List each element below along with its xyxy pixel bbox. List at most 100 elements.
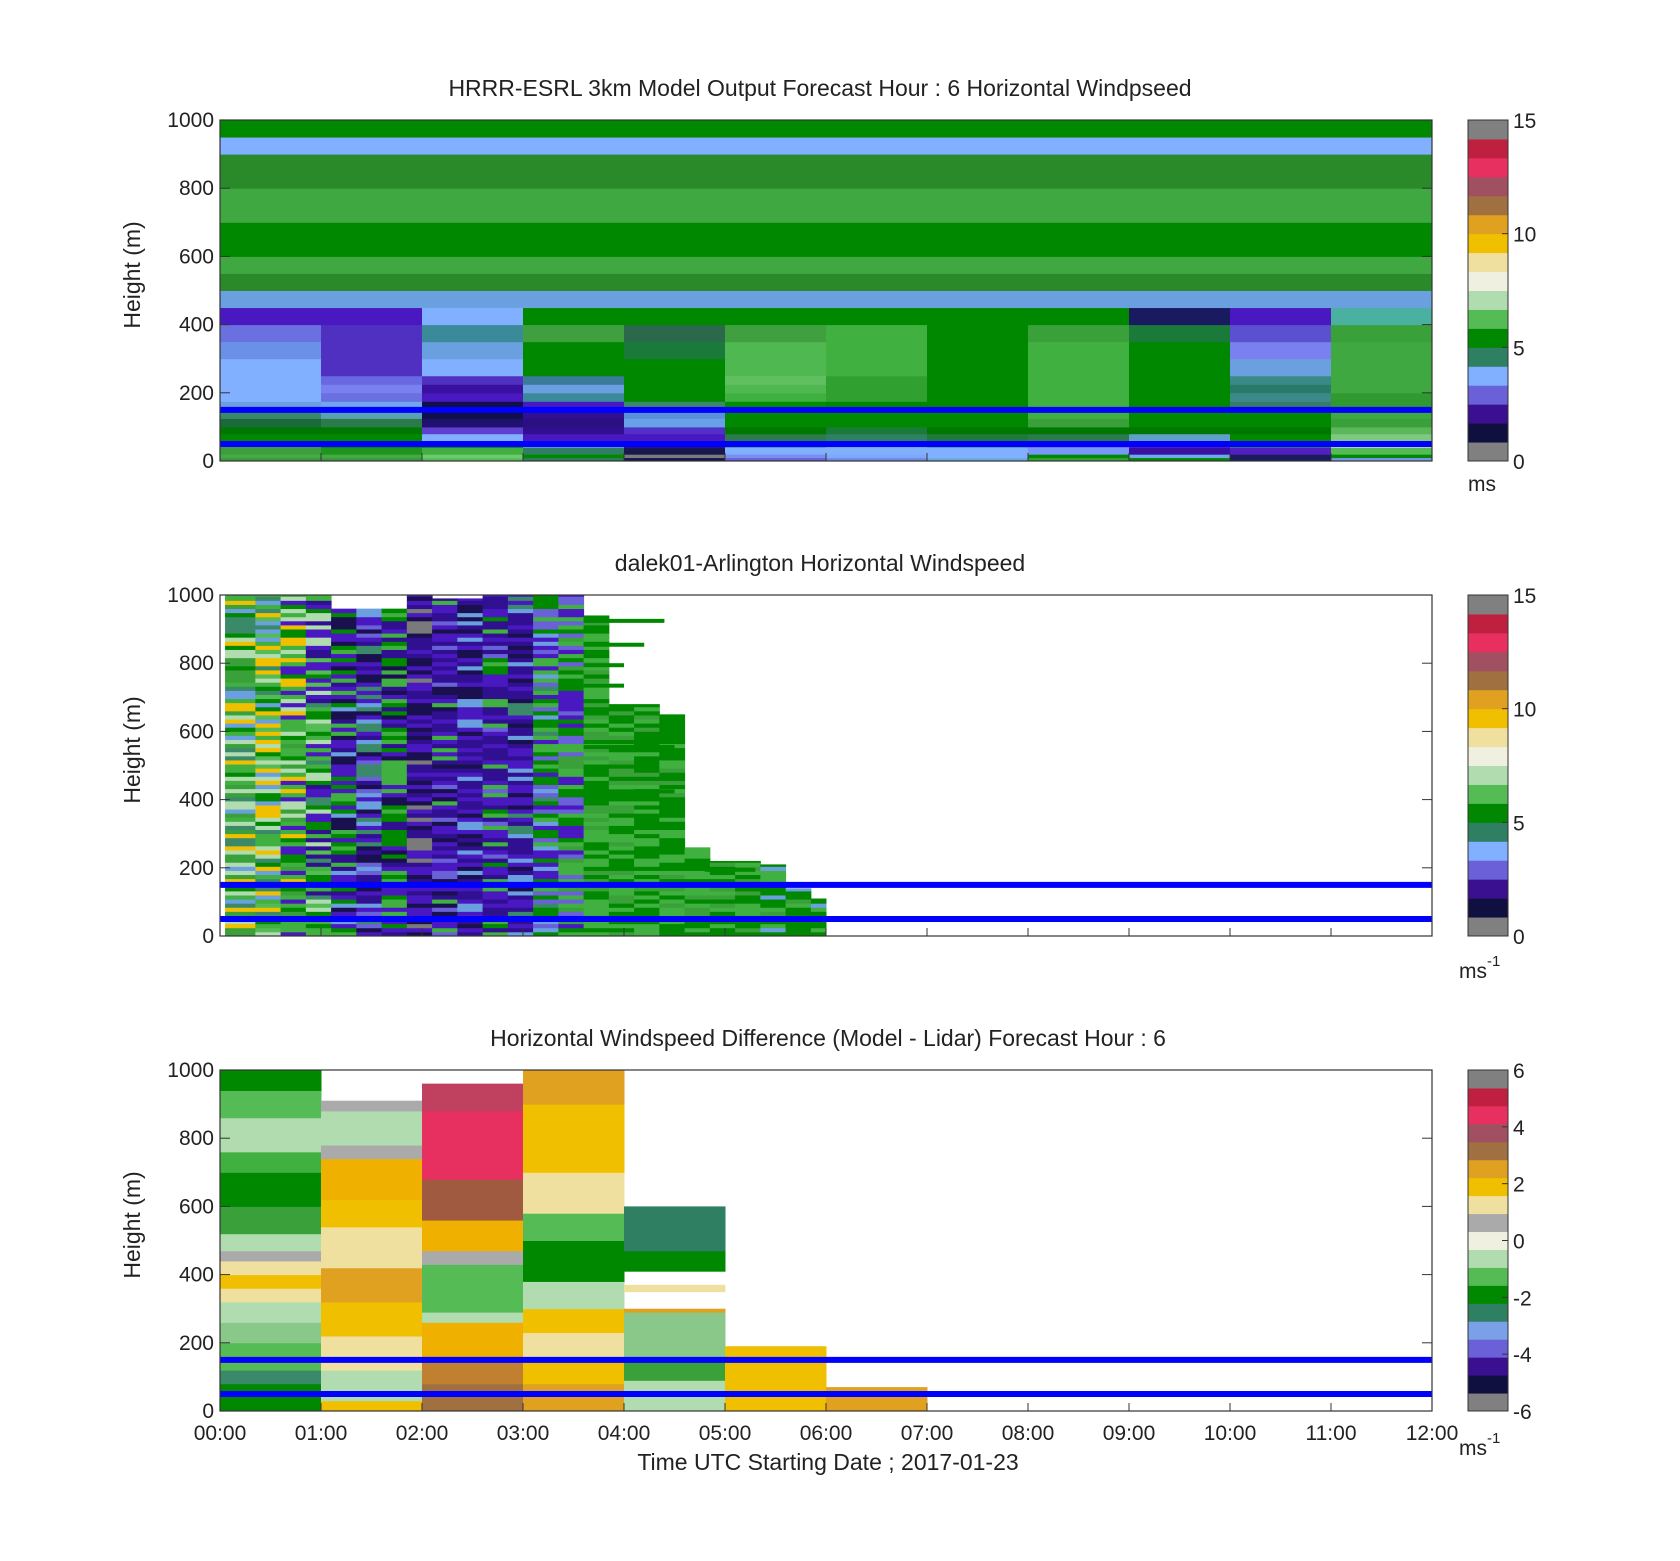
heatmap-cell: [280, 788, 307, 794]
heatmap-cell: [709, 862, 736, 867]
heatmap-cell: [533, 780, 559, 785]
heatmap-cell: [255, 657, 282, 663]
heatmap-cell: [331, 862, 357, 867]
heatmap-streak: [583, 663, 624, 668]
heatmap-cell: [684, 874, 711, 880]
heatmap-cell: [1230, 454, 1332, 459]
heatmap-cell: [659, 727, 686, 732]
heatmap-cell: [280, 809, 307, 814]
heatmap-cell: [457, 682, 484, 687]
heatmap-cell: [659, 723, 686, 728]
heatmap-cell: [356, 743, 383, 749]
heatmap-cell: [507, 927, 534, 933]
heatmap-cell: [482, 911, 509, 916]
heatmap-cell: [558, 731, 585, 736]
colorbar-frame: [1467, 594, 1509, 937]
heatmap-cell: [507, 625, 534, 630]
heatmap-cell: [255, 841, 282, 847]
panel-lidar: dalek01-Arlington Horizontal Windspeed H…: [119, 550, 1536, 983]
heatmap-cell: [321, 256, 423, 274]
heatmap-cell: [331, 780, 357, 785]
heatmap-cell: [523, 418, 625, 428]
heatmap-cell: [225, 600, 256, 605]
heatmap-cell: [422, 1322, 524, 1357]
heatmap-cell: [684, 931, 711, 937]
heatmap-cell: [482, 890, 509, 896]
heatmap-cell: [406, 805, 433, 810]
heatmap-cell: [482, 727, 509, 732]
heatmap-cell: [659, 837, 686, 843]
heatmap-cell: [381, 686, 408, 691]
heatmap-cell: [381, 768, 408, 773]
heatmap-cell: [225, 776, 256, 781]
heatmap-cell: [381, 735, 408, 740]
heatmap-cell: [583, 874, 610, 880]
heatmap-cell: [558, 907, 585, 912]
heatmap-cell: [583, 800, 610, 806]
heatmap-cell: [225, 629, 256, 634]
heatmap-cell: [280, 837, 307, 843]
heatmap-cell: [406, 641, 433, 646]
heatmap-cell: [356, 841, 383, 847]
heatmap-cell: [305, 686, 332, 691]
heatmap-cell: [406, 674, 433, 679]
heatmap-cell: [225, 821, 256, 826]
heatmap-cell: [331, 866, 357, 871]
heatmap-cell: [432, 760, 458, 765]
heatmap-cell: [305, 629, 332, 634]
heatmap-cell: [659, 850, 686, 855]
heatmap-cell: [583, 760, 610, 765]
heatmap-cell: [432, 661, 458, 667]
heatmap-cell: [432, 858, 458, 863]
heatmap-cell: [457, 780, 484, 785]
heatmap-cell: [583, 792, 610, 798]
heatmap-cell: [507, 899, 534, 904]
heatmap-cell: [558, 813, 585, 818]
heatmap-cell: [826, 137, 928, 155]
heatmap-cell: [684, 927, 711, 933]
heatmap-cell: [523, 454, 625, 459]
heatmap-cell: [1331, 137, 1433, 155]
heatmap-cell: [482, 657, 509, 663]
heatmap-cell: [1129, 401, 1231, 411]
heatmap-cell: [659, 731, 686, 736]
heatmap-cell: [225, 886, 256, 892]
colorbar-segment: [1468, 1249, 1508, 1268]
heatmap-cell: [225, 780, 256, 785]
heatmap-cell: [523, 1308, 625, 1334]
heatmap-cell: [507, 895, 534, 900]
heatmap-cell: [225, 743, 256, 749]
heatmap-cell: [709, 931, 736, 937]
heatmap-cell: [826, 447, 928, 455]
heatmap-cell: [305, 796, 332, 802]
heatmap-cell: [381, 862, 408, 867]
heatmap-cell: [457, 598, 484, 601]
heatmap-cell: [533, 800, 559, 806]
heatmap-cell: [558, 800, 585, 806]
heatmap-cell: [280, 612, 307, 618]
heatmap-cell: [507, 698, 534, 704]
heatmap-cell: [356, 760, 383, 765]
heatmap-cell: [457, 715, 484, 720]
heatmap-cell: [533, 596, 559, 601]
heatmap-cell: [608, 890, 635, 896]
heatmap-cell: [533, 645, 559, 650]
heatmap-cell: [558, 776, 585, 781]
heatmap-cell: [583, 637, 610, 642]
heatmap-cell: [624, 341, 726, 360]
heatmap-cell: [533, 743, 559, 749]
colorbar-segment: [1468, 651, 1508, 672]
heatmap-cell: [659, 878, 686, 884]
heatmap-cell: [381, 895, 408, 900]
heatmap-cell: [1129, 375, 1231, 385]
heatmap-cell: [356, 780, 383, 785]
heatmap-cell: [406, 686, 433, 691]
heatmap-cell: [331, 825, 357, 831]
heatmap-cell: [533, 653, 559, 659]
heatmap-cell: [225, 625, 256, 630]
heatmap-cell: [1331, 154, 1433, 189]
heatmap-cell: [432, 747, 458, 753]
heatmap-cell: [220, 433, 322, 442]
heatmap-cell: [225, 837, 256, 843]
heatmap-cell: [1129, 324, 1231, 343]
